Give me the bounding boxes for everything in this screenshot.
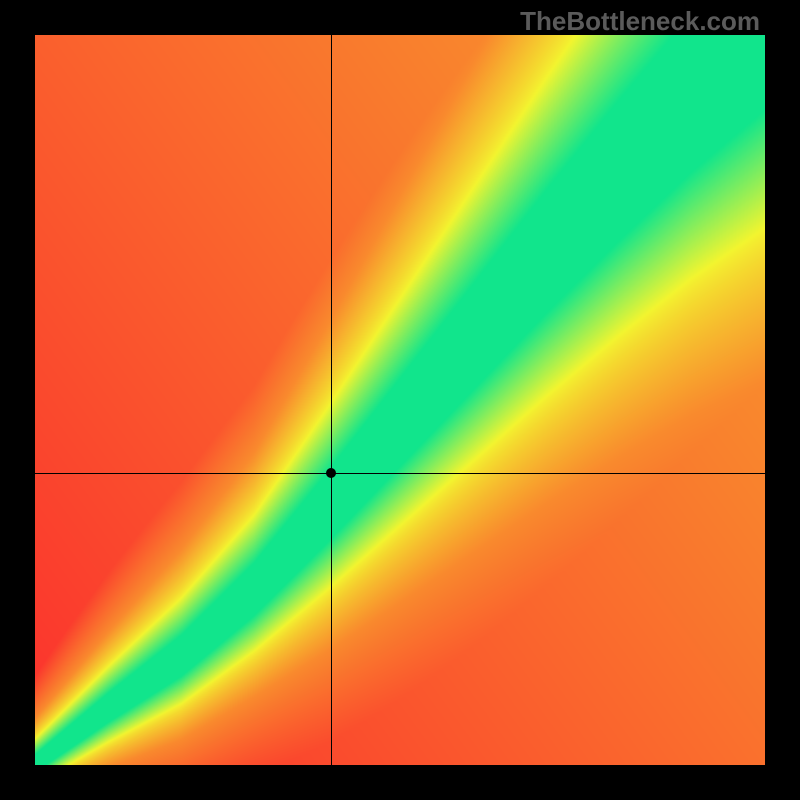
plot-area [35, 35, 765, 765]
crosshair-vertical [331, 35, 332, 765]
crosshair-horizontal [35, 473, 765, 474]
heatmap-canvas [35, 35, 765, 765]
data-point-marker [326, 468, 336, 478]
watermark-text: TheBottleneck.com [520, 6, 760, 37]
chart-container: TheBottleneck.com [0, 0, 800, 800]
